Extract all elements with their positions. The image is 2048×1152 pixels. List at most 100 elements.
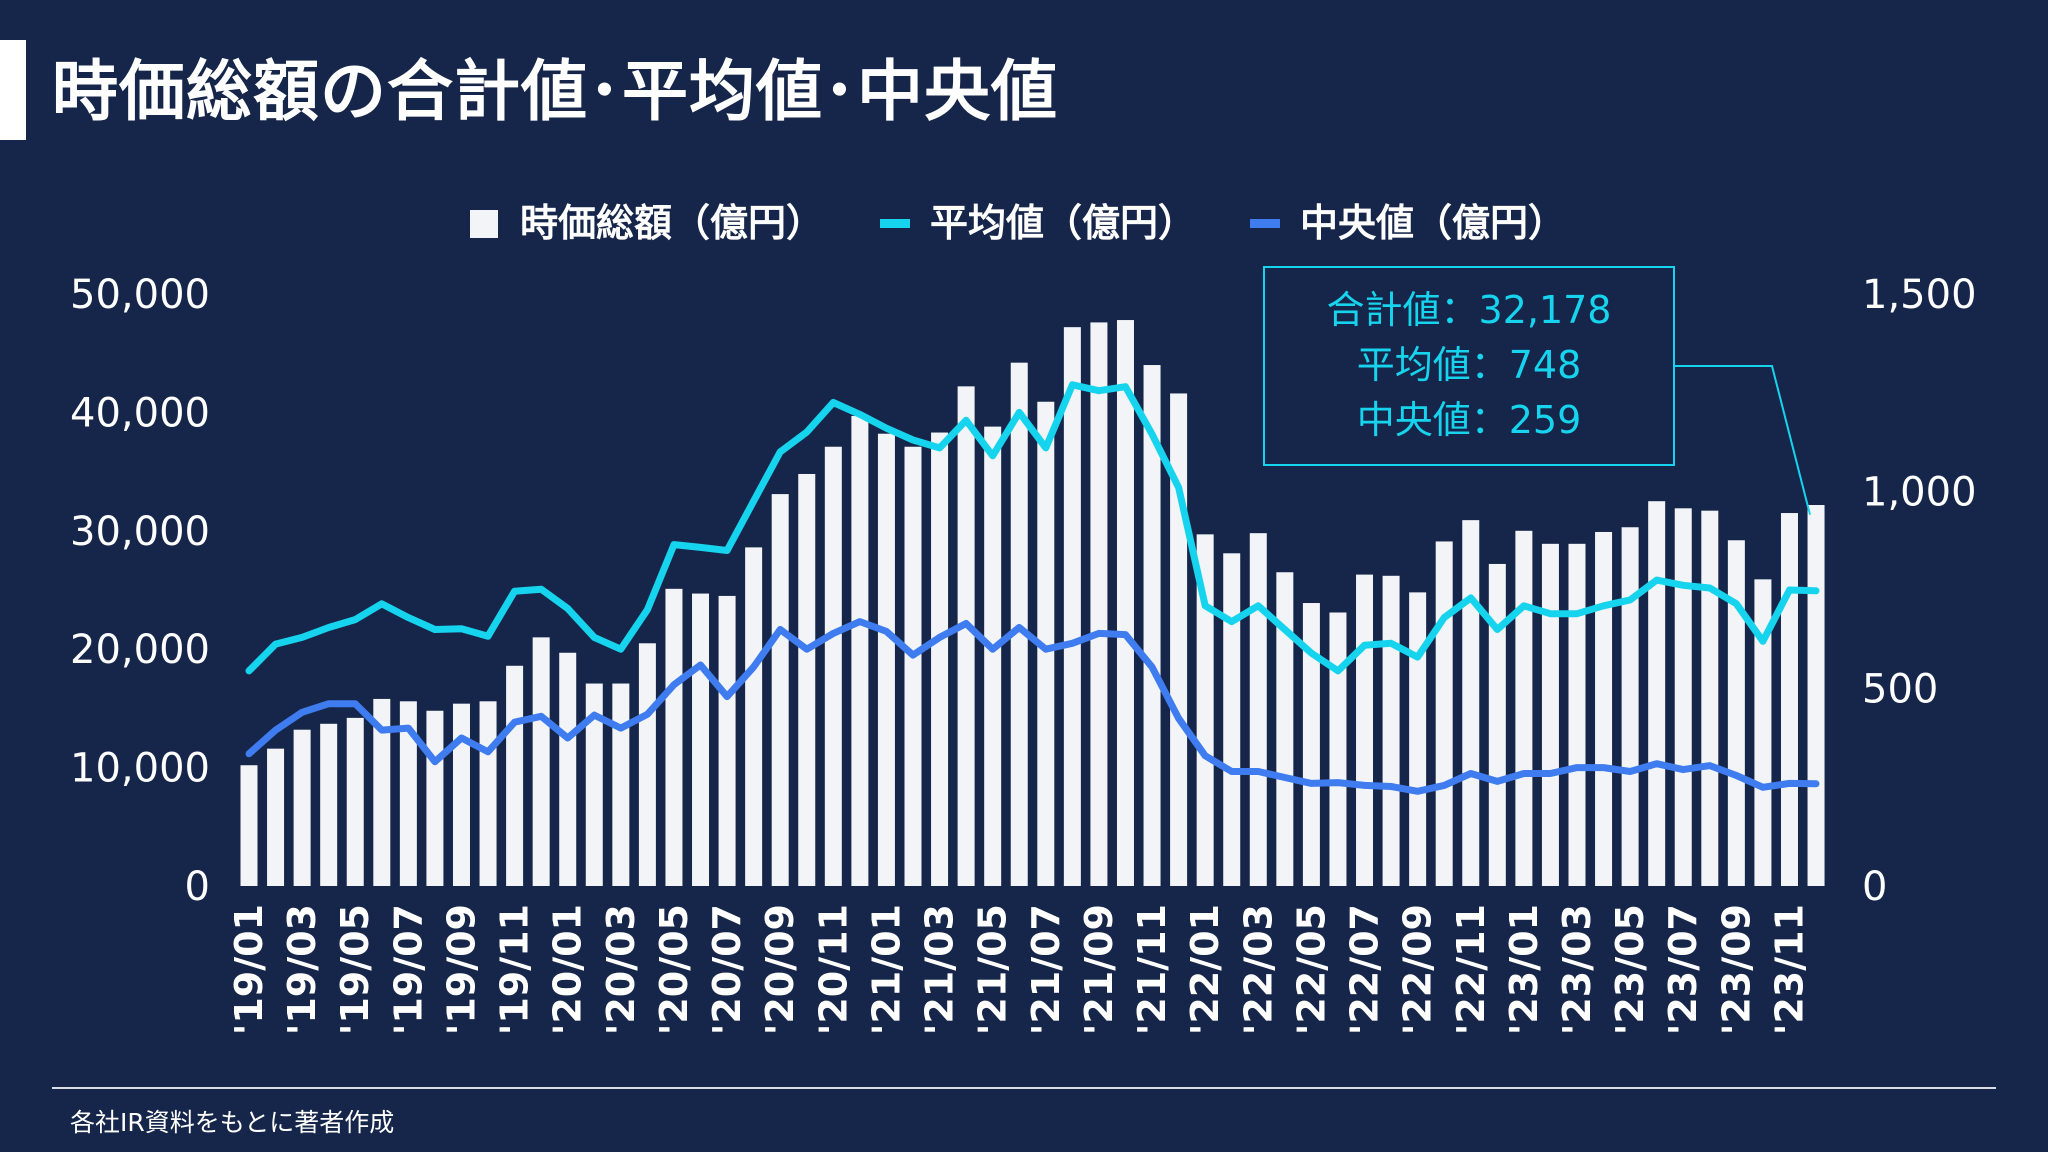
x-axis-tick-label: '20/09 — [758, 904, 802, 1035]
bar — [1063, 327, 1081, 887]
median-line — [245, 618, 1820, 795]
bar — [240, 765, 258, 886]
bar — [1090, 322, 1108, 886]
bar — [399, 701, 417, 886]
bar — [877, 433, 895, 886]
bar — [373, 698, 391, 886]
x-axis-tick-label: '21/07 — [1024, 904, 1068, 1035]
bar — [1674, 508, 1692, 886]
bar — [1116, 320, 1134, 887]
bar — [506, 665, 524, 886]
bar — [1488, 563, 1506, 886]
bar — [1037, 401, 1055, 886]
bar — [1435, 541, 1453, 886]
bar — [1807, 505, 1825, 886]
left-axis-tick-label: 30,000 — [70, 509, 210, 555]
x-axis-tick-label: '22/07 — [1343, 904, 1387, 1035]
x-axis-tick-label: '22/11 — [1449, 904, 1493, 1035]
left-axis-tick-label: 10,000 — [70, 746, 210, 792]
bar — [798, 473, 816, 886]
legend: 時価総額（億円） 平均値（億円） 中央値（億円） — [470, 201, 1566, 245]
right-axis: 0 500 1,000 1,500 — [1862, 272, 1977, 910]
bar — [1356, 574, 1374, 886]
bar-series — [240, 320, 1825, 887]
bar — [426, 710, 444, 886]
x-axis-tick-label: '19/09 — [439, 904, 483, 1035]
bar — [293, 729, 311, 886]
right-axis-tick-label: 1,000 — [1862, 469, 1977, 515]
bar — [1143, 365, 1161, 886]
x-axis-tick-label: '20/03 — [599, 904, 643, 1035]
bar — [346, 717, 364, 886]
bar — [904, 446, 922, 886]
x-axis-tick-label: '22/09 — [1396, 904, 1440, 1035]
x-axis-tick-label: '20/05 — [652, 904, 696, 1035]
x-axis-tick-label: '22/05 — [1289, 904, 1333, 1035]
bar — [851, 415, 869, 886]
bar — [1196, 534, 1214, 886]
x-axis-tick-label: '19/11 — [493, 904, 537, 1035]
x-axis-tick-label: '23/09 — [1714, 904, 1758, 1035]
left-axis-tick-label: 40,000 — [70, 390, 210, 436]
x-axis-tick-label: '21/05 — [971, 904, 1015, 1035]
title-accent-bar — [0, 40, 26, 140]
callout-text: 中央値：259 — [1357, 398, 1582, 442]
bar — [824, 446, 842, 886]
bar — [320, 723, 338, 886]
x-axis-tick-label: '21/09 — [1077, 904, 1121, 1035]
line-series — [245, 381, 1820, 795]
bar — [1170, 393, 1188, 886]
x-axis-tick-label: '19/03 — [280, 904, 324, 1035]
bar — [1249, 533, 1267, 886]
legend-label: 平均値（億円） — [930, 201, 1196, 245]
bar — [718, 595, 736, 886]
bar — [267, 748, 285, 886]
x-axis-tick-label: '22/01 — [1183, 904, 1227, 1035]
bar — [984, 426, 1002, 886]
bar — [1621, 527, 1639, 886]
bar — [532, 637, 550, 886]
left-axis-tick-label: 0 — [185, 864, 210, 910]
x-axis-tick-label: '23/05 — [1608, 904, 1652, 1035]
bar — [1541, 543, 1559, 886]
bar — [931, 432, 949, 886]
x-axis-tick-label: '20/07 — [705, 904, 749, 1035]
source-note: 各社IR資料をもとに著者作成 — [70, 1108, 395, 1137]
left-axis-tick-label: 50,000 — [70, 272, 210, 318]
legend-swatch-line — [880, 219, 910, 228]
right-axis-tick-label: 0 — [1862, 864, 1887, 910]
x-axis-tick-label: '19/07 — [386, 904, 430, 1035]
left-axis-tick-label: 20,000 — [70, 627, 210, 673]
page-title: 時価総額の合計値･平均値･中央値 — [52, 53, 1058, 130]
bar — [692, 593, 710, 886]
bar — [1462, 520, 1480, 886]
bar — [957, 386, 975, 886]
legend-label: 中央値（億円） — [1300, 201, 1566, 245]
x-axis-tick-label: '21/11 — [1130, 904, 1174, 1035]
left-axis: 0 10,000 20,000 30,000 40,000 50,000 — [70, 272, 210, 910]
x-axis-tick-label: '21/03 — [918, 904, 962, 1035]
legend-swatch-line — [1250, 219, 1280, 228]
bar — [452, 703, 470, 886]
bar — [1302, 603, 1320, 886]
bar — [1754, 579, 1772, 886]
bar — [665, 588, 683, 886]
x-axis-tick-label: '23/03 — [1555, 904, 1599, 1035]
average-line — [245, 381, 1820, 675]
x-axis-tick-label: '23/07 — [1661, 904, 1705, 1035]
x-axis: '19/01'19/03'19/05'19/07'19/09'19/11'20/… — [227, 904, 1811, 1035]
x-axis-tick-label: '23/01 — [1502, 904, 1546, 1035]
legend-label: 時価総額（億円） — [520, 201, 824, 245]
bar — [559, 652, 577, 886]
bar — [638, 643, 656, 886]
bar — [479, 701, 497, 886]
right-axis-tick-label: 500 — [1862, 667, 1938, 713]
x-axis-tick-label: '20/01 — [546, 904, 590, 1035]
bar — [1648, 501, 1666, 886]
bar — [585, 683, 603, 886]
right-axis-tick-label: 1,500 — [1862, 272, 1977, 318]
bar — [1780, 513, 1798, 886]
bar — [1568, 543, 1586, 886]
bar — [1595, 531, 1613, 886]
